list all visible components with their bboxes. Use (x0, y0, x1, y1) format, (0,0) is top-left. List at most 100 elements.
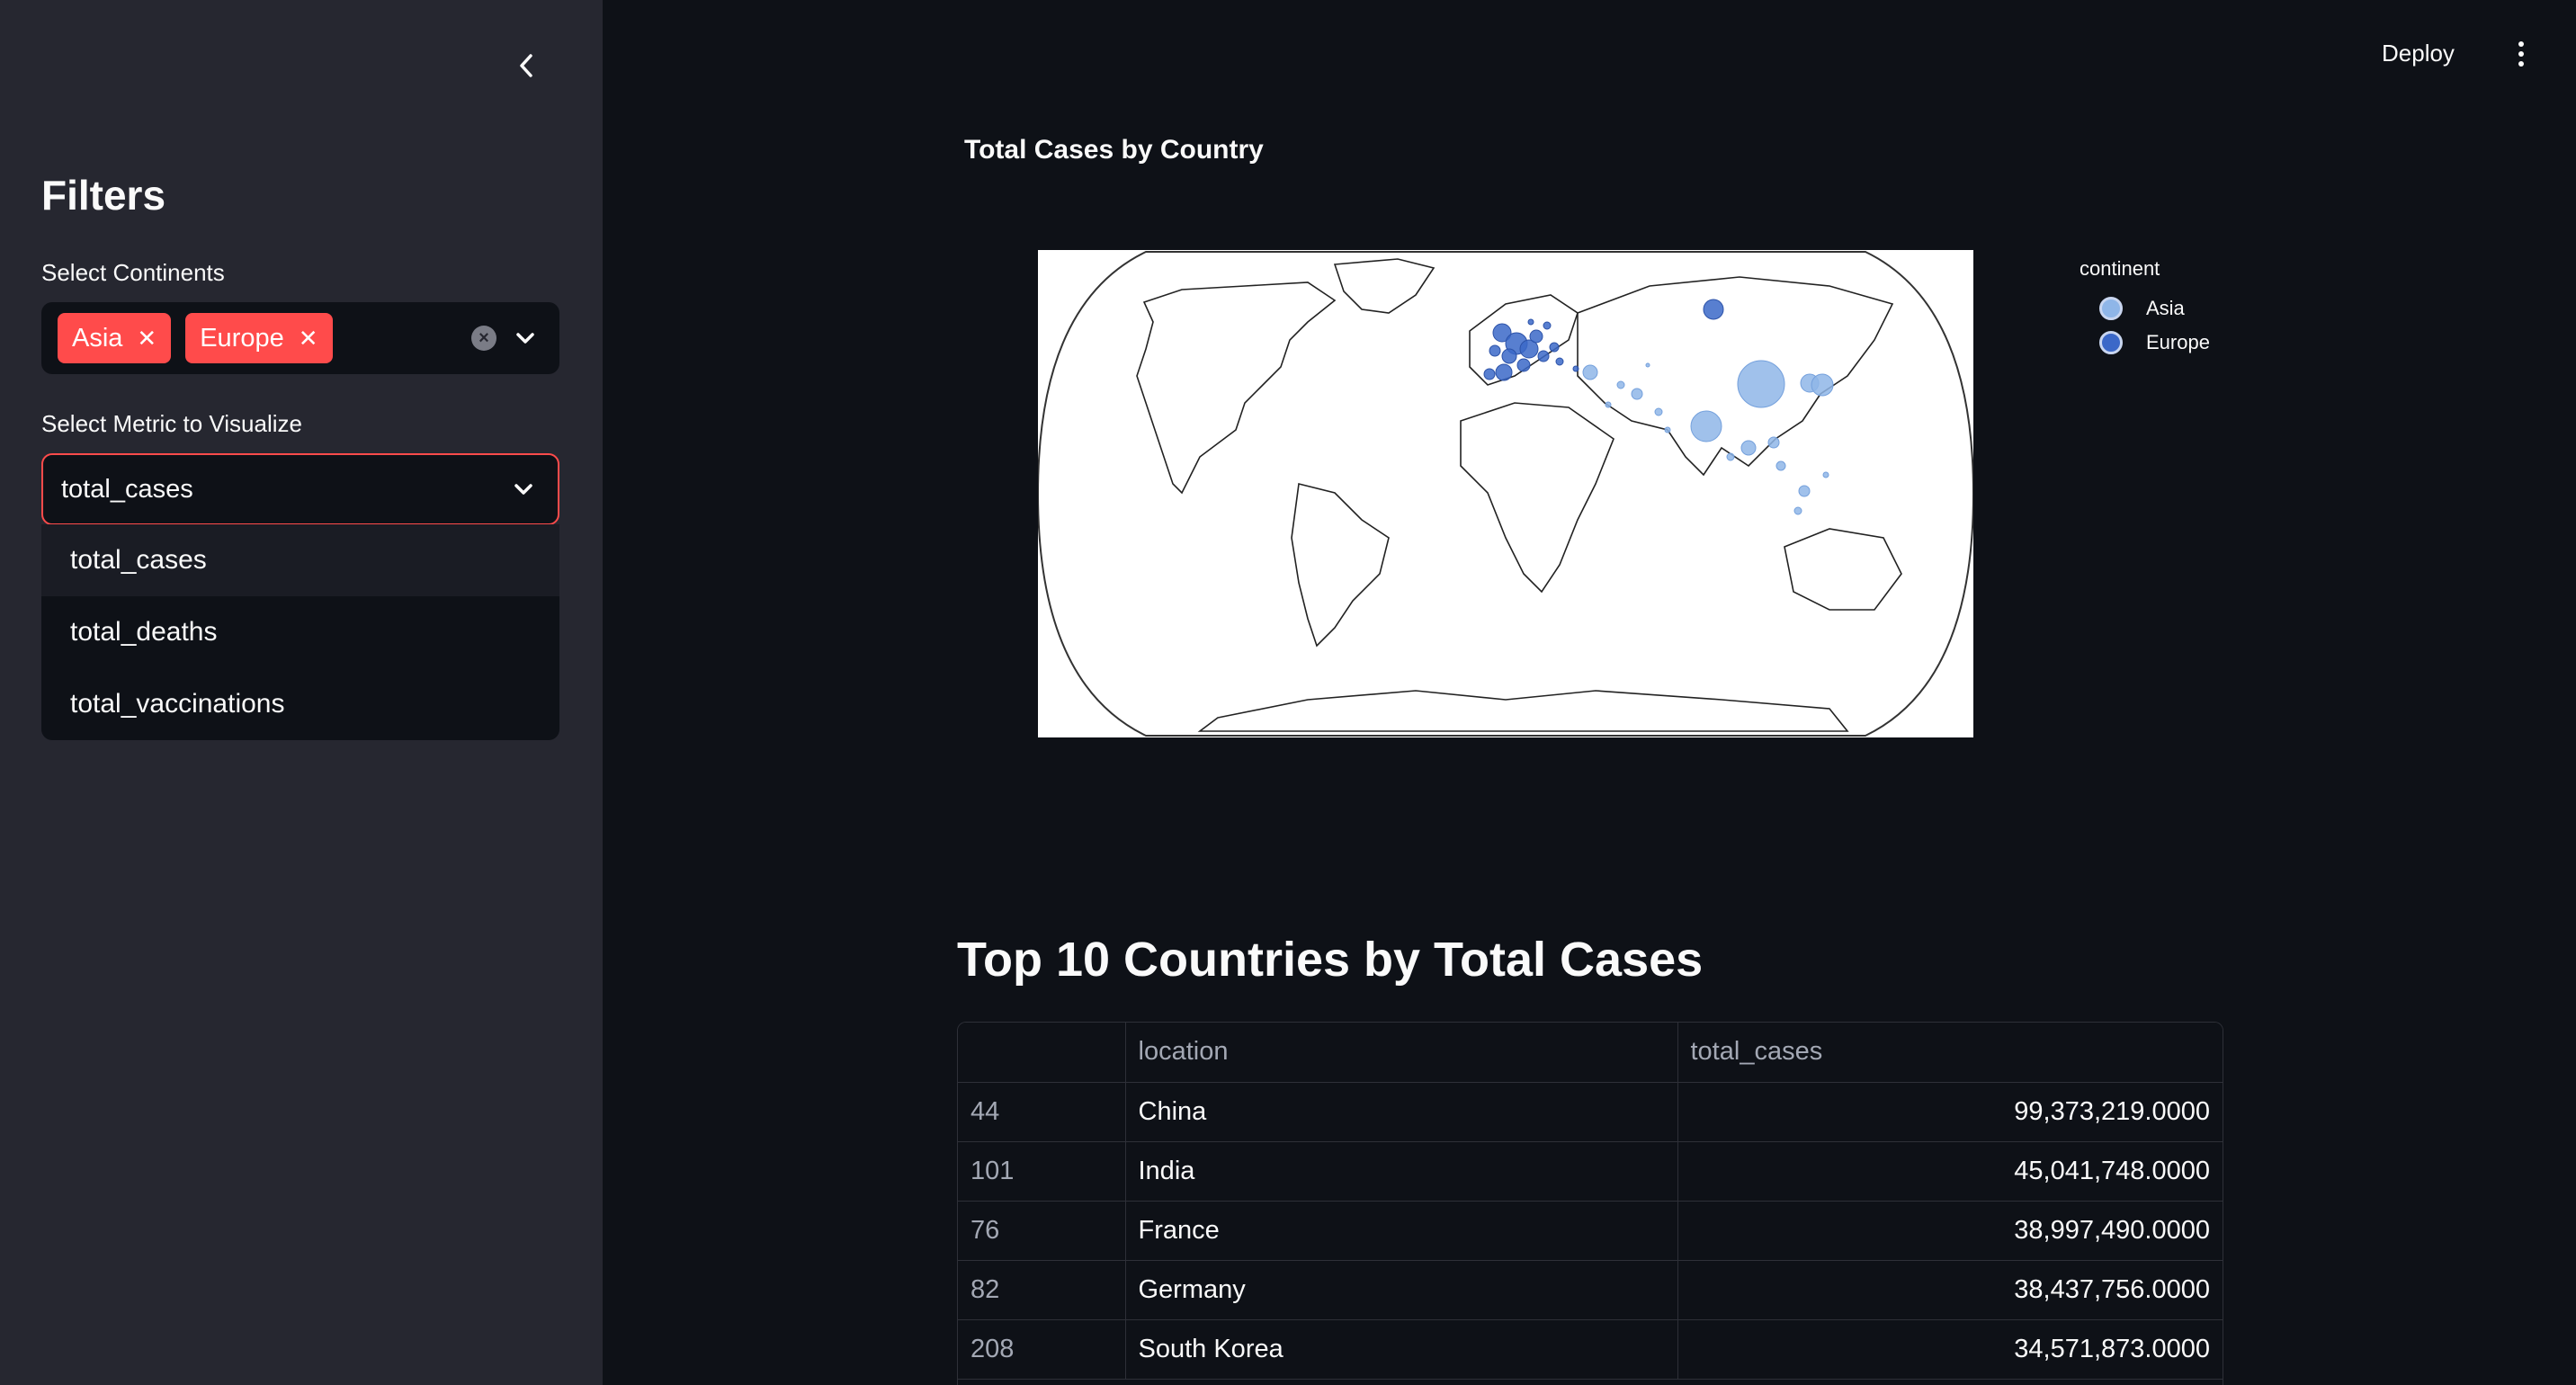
row-location: India (1124, 1140, 1678, 1202)
map-legend: continent Asia Europe (2080, 257, 2210, 360)
table-row[interactable]: 44 China 99,373,219.0000 (958, 1081, 2223, 1142)
north-america-landmass (1136, 281, 1337, 495)
chevron-down-icon (509, 475, 538, 504)
map-marker (1537, 350, 1550, 362)
legend-europe-marker (2099, 331, 2123, 354)
map-marker (1664, 426, 1671, 433)
map-marker (1775, 460, 1786, 471)
metric-dropdown-menu: total_cases total_deaths total_vaccinati… (41, 524, 559, 740)
metric-select-value: total_cases (61, 474, 193, 504)
chevron-left-icon (520, 54, 532, 77)
map-marker (1492, 323, 1512, 343)
map-marker (1572, 365, 1579, 372)
map-marker (1690, 410, 1722, 442)
table-row[interactable]: 101 India 45,041,748.0000 (958, 1140, 2223, 1202)
map-marker (1654, 407, 1663, 416)
main-menu-icon[interactable] (2508, 36, 2535, 72)
map-marker (1737, 360, 1785, 408)
row-index: 208 (958, 1318, 1126, 1380)
metric-label: Select Metric to Visualize (41, 410, 302, 437)
map-marker (1767, 436, 1780, 449)
map-marker (1726, 452, 1735, 461)
map-marker (1793, 506, 1802, 515)
clear-all-icon[interactable]: × (471, 326, 496, 351)
map-marker (1489, 344, 1501, 357)
sidebar: Filters Select Continents Asia ✕ Europe … (0, 0, 603, 1385)
option-total-cases[interactable]: total_cases (41, 524, 559, 596)
chevron-down-icon[interactable] (511, 324, 540, 353)
map-marker (1822, 471, 1829, 478)
antarctica-landmass (1197, 690, 1849, 732)
map-marker (1645, 362, 1650, 368)
chart-title: Total Cases by Country (964, 135, 1264, 165)
table-row[interactable]: 82 Germany 38,437,756.0000 (958, 1259, 2223, 1320)
remove-chip-icon[interactable]: ✕ (298, 324, 318, 352)
row-total-cases: 38,437,756.0000 (1677, 1259, 2223, 1320)
row-total-cases: 38,997,490.0000 (1677, 1200, 2223, 1261)
top-countries-table[interactable]: location total_cases 44 China 99,373,219… (957, 1022, 2223, 1385)
row-index: 82 (958, 1259, 1126, 1320)
row-index: 76 (958, 1200, 1126, 1261)
map-marker (1519, 339, 1539, 359)
row-index: 44 (958, 1081, 1126, 1142)
row-location: China (1124, 1081, 1678, 1142)
row-location: France (1124, 1200, 1678, 1261)
map-marker (1631, 388, 1643, 400)
world-map[interactable] (1036, 250, 1975, 737)
continents-label: Select Continents (41, 259, 225, 286)
legend-label: Asia (2146, 297, 2185, 319)
world-map-svg (1036, 251, 1975, 737)
chip-label: Asia (72, 323, 123, 353)
map-marker (1495, 363, 1513, 381)
row-total-cases: 45,041,748.0000 (1677, 1140, 2223, 1202)
row-total-cases: 34,571,873.0000 (1677, 1318, 2223, 1380)
option-total-vaccinations[interactable]: total_vaccinations (70, 689, 285, 719)
table-row[interactable]: 76 France 38,997,490.0000 (958, 1200, 2223, 1261)
map-marker (1543, 321, 1552, 330)
continents-multiselect[interactable]: Asia ✕ Europe ✕ × (41, 302, 559, 374)
option-total-deaths[interactable]: total_deaths (70, 617, 218, 647)
chip-asia: Asia ✕ (58, 313, 172, 363)
legend-asia-marker (2099, 297, 2123, 320)
column-header-total-cases[interactable]: total_cases (1677, 1023, 2223, 1083)
row-location: South Korea (1124, 1318, 1678, 1380)
remove-chip-icon[interactable]: ✕ (137, 324, 157, 352)
africa-landmass (1460, 402, 1614, 594)
table-header-row: location total_cases (958, 1023, 2223, 1083)
map-marker (1501, 348, 1517, 364)
legend-item-europe[interactable]: Europe (2080, 326, 2210, 360)
table-title: Top 10 Countries by Total Cases (957, 933, 1704, 987)
map-marker (1527, 318, 1534, 326)
map-marker (1811, 373, 1834, 397)
map-marker (1555, 357, 1564, 366)
metric-select[interactable]: total_cases (41, 453, 559, 525)
greenland-landmass (1333, 258, 1436, 314)
column-header-location[interactable]: location (1124, 1023, 1678, 1083)
south-america-landmass (1291, 483, 1390, 648)
legend-title: continent (2080, 257, 2160, 280)
map-marker (1549, 342, 1560, 353)
table-row[interactable]: 208 South Korea 34,571,873.0000 (958, 1318, 2223, 1380)
map-marker (1703, 299, 1724, 320)
map-marker (1605, 401, 1612, 408)
map-marker (1798, 485, 1811, 497)
row-index: 101 (958, 1140, 1126, 1202)
row-total-cases: 99,373,219.0000 (1677, 1081, 2223, 1142)
chip-europe: Europe ✕ (185, 313, 333, 363)
legend-label: Europe (2146, 331, 2210, 353)
legend-item-asia[interactable]: Asia (2080, 291, 2210, 326)
collapse-sidebar-button[interactable] (505, 45, 547, 86)
map-marker (1483, 368, 1496, 380)
map-marker (1740, 440, 1757, 456)
map-marker (1582, 364, 1598, 380)
map-marker (1616, 380, 1625, 389)
australia-landmass (1784, 528, 1902, 611)
column-header-index[interactable] (958, 1023, 1126, 1083)
deploy-button[interactable]: Deploy (2382, 40, 2455, 67)
row-location: Germany (1124, 1259, 1678, 1320)
map-marker (1516, 358, 1531, 372)
sidebar-title: Filters (41, 172, 166, 219)
chip-label: Europe (200, 323, 284, 353)
map-marker (1529, 329, 1543, 344)
